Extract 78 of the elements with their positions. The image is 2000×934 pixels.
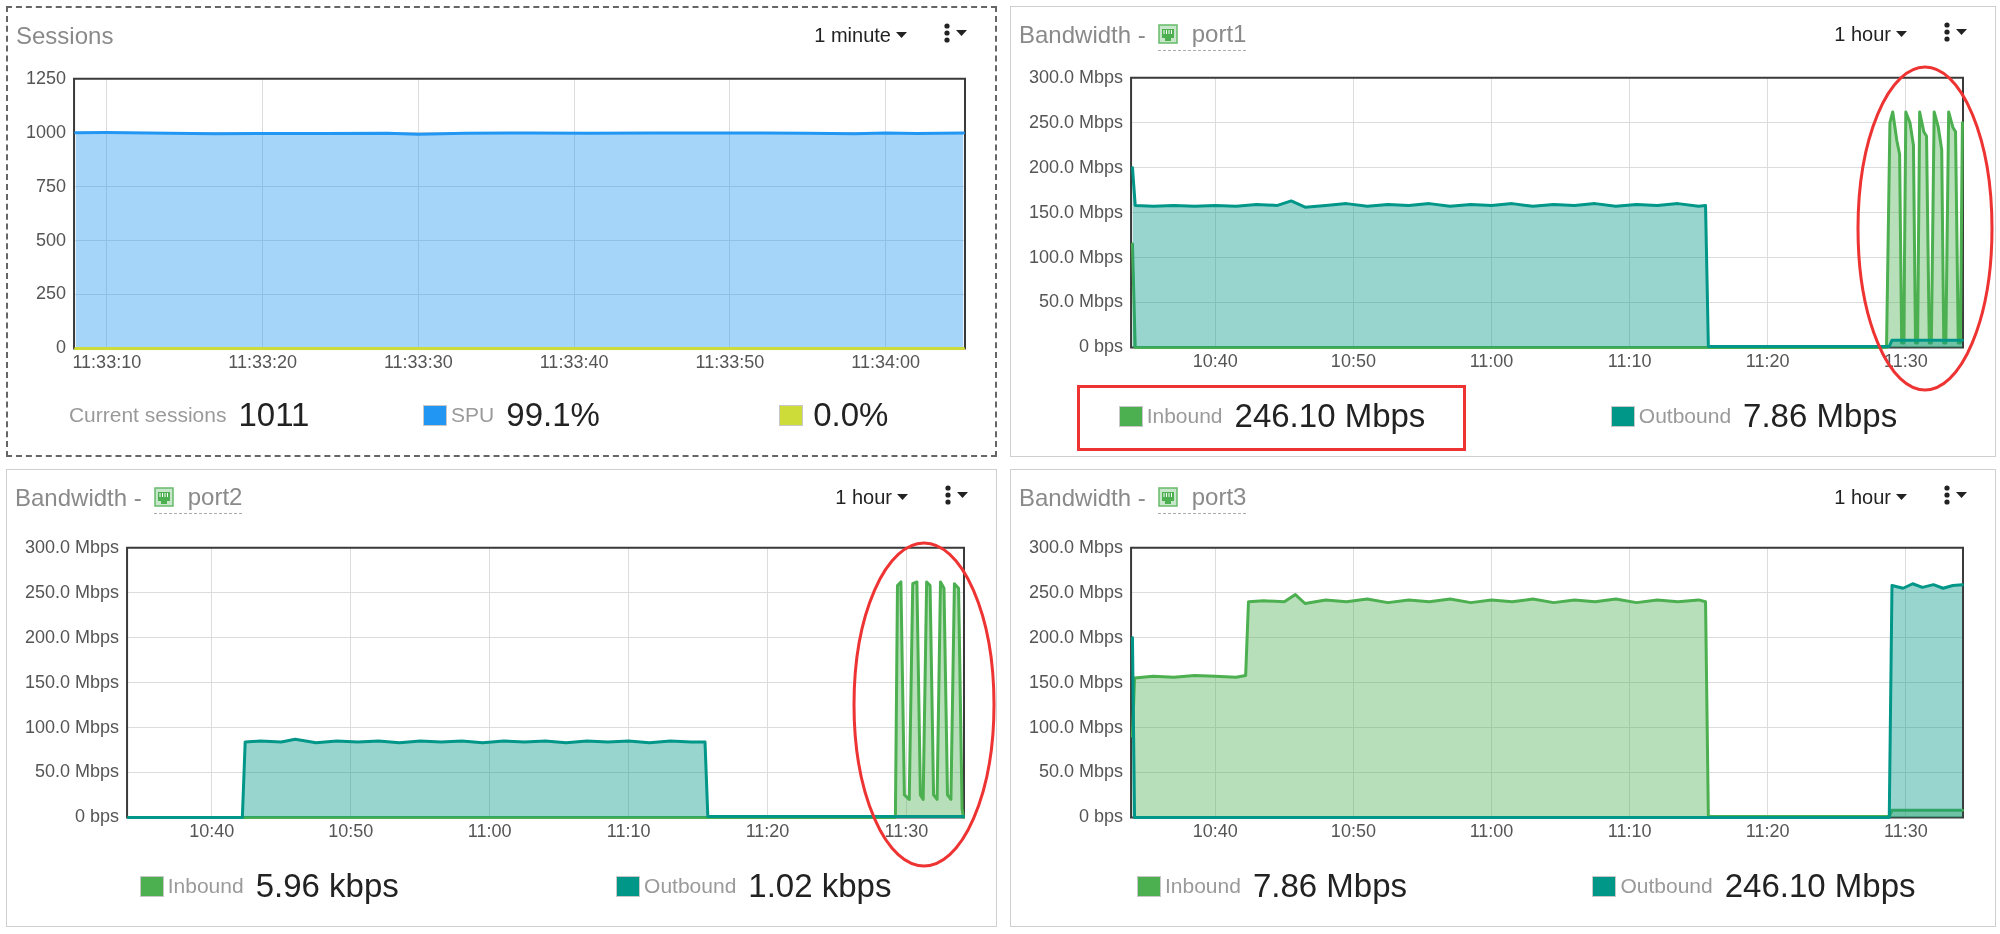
y-tick-label: 200.0 Mbps [1029,156,1124,177]
x-tick-label: 10:50 [328,821,374,842]
x-tick-label: 10:40 [189,821,235,842]
y-tick-label: 0 bps [1079,336,1124,357]
text: 246.10 Mbps [1724,867,1916,905]
text: 99.1% [506,396,600,434]
text: 0.0% [813,396,889,434]
y-tick-label: 500 [36,229,67,250]
text: 7.86 Mbps [1743,397,1898,435]
y-tick-label: 250.0 Mbps [1029,581,1124,602]
y-tick-label: 50.0 Mbps [1039,291,1124,312]
x-tick-label: 11:00 [1469,351,1514,372]
x-tick-label: 11:00 [467,821,512,842]
chart-title: Bandwidth - [1019,484,1146,512]
x-tick-label: 11:10 [1607,821,1652,842]
x-tick-label: 10:40 [1192,351,1238,372]
y-tick-label: 50.0 Mbps [1039,761,1124,782]
text: 1 minute [814,23,891,47]
x-tick-label: 11:10 [1607,351,1652,372]
text: 7.86 Mbps [1252,867,1407,905]
y-tick-label: 100.0 Mbps [25,716,120,737]
y-tick-label: 300.0 Mbps [1029,536,1124,557]
x-tick-label: 11:33:30 [383,352,453,373]
y-tick-label: 1250 [26,67,67,88]
y-tick-label: 0 bps [75,806,120,827]
y-tick-label: 100.0 Mbps [1029,716,1124,737]
y-tick-label: 250.0 Mbps [25,581,120,602]
x-tick-label: 11:20 [1745,821,1790,842]
y-tick-label: 750 [36,175,67,196]
legend-label: Outbound [644,874,737,898]
text: 246.10 Mbps [1234,397,1426,435]
chart-title: Bandwidth - [15,484,142,512]
y-tick-label: 50.0 Mbps [35,761,120,782]
text: 1 hour [1834,22,1891,46]
y-tick-label: 300.0 Mbps [1029,66,1124,87]
chart-subtitle: port1 [1191,19,1247,48]
x-tick-label: 11:00 [1469,821,1514,842]
text: 1011 [238,396,310,434]
text: 5.96 kbps [255,867,399,905]
legend-label: Inbound [1164,874,1241,898]
x-tick-label: 11:33:50 [695,352,765,373]
y-tick-label: 0 bps [1079,806,1124,827]
chart-subtitle: port2 [187,482,243,511]
x-tick-label: 11:30 [1883,821,1928,842]
y-tick-label: 0 [56,337,67,358]
x-tick-label: 10:50 [1330,351,1376,372]
legend-label: Outbound [1620,874,1713,898]
y-tick-label: 250 [36,283,67,304]
x-tick-label: 11:33:10 [72,352,142,373]
y-tick-label: 100.0 Mbps [1029,246,1124,267]
text: Current sessions [68,403,227,427]
y-tick-label: 200.0 Mbps [25,626,120,647]
x-tick-label: 11:34:00 [851,352,920,373]
legend-label: Inbound [1146,404,1223,428]
text: 1 hour [1834,485,1891,509]
x-tick-label: 11:30 [884,821,929,842]
legend-label: Inbound [167,874,244,898]
y-tick-label: 150.0 Mbps [1029,671,1124,692]
x-tick-label: 11:20 [745,821,790,842]
x-tick-label: 11:33:20 [228,352,297,373]
x-tick-label: 11:33:40 [539,352,609,373]
x-tick-label: 11:20 [1745,351,1790,372]
text: 1.02 kbps [748,867,892,905]
text: 1 hour [835,485,892,509]
chart-title: Bandwidth - [1019,21,1146,49]
x-tick-label: 10:40 [1192,821,1238,842]
y-tick-label: 200.0 Mbps [1029,626,1124,647]
chart-title: Sessions [16,22,114,50]
y-tick-label: 300.0 Mbps [25,536,120,557]
x-tick-label: 11:10 [606,821,651,842]
legend-label: Outbound [1638,404,1732,428]
y-tick-label: 150.0 Mbps [25,671,120,692]
y-tick-label: 250.0 Mbps [1029,111,1124,132]
y-tick-label: 150.0 Mbps [1029,201,1124,222]
legend-label: SPU [451,403,495,427]
chart-subtitle: port3 [1191,482,1247,511]
x-tick-label: 10:50 [1330,821,1376,842]
y-tick-label: 1000 [26,121,67,142]
